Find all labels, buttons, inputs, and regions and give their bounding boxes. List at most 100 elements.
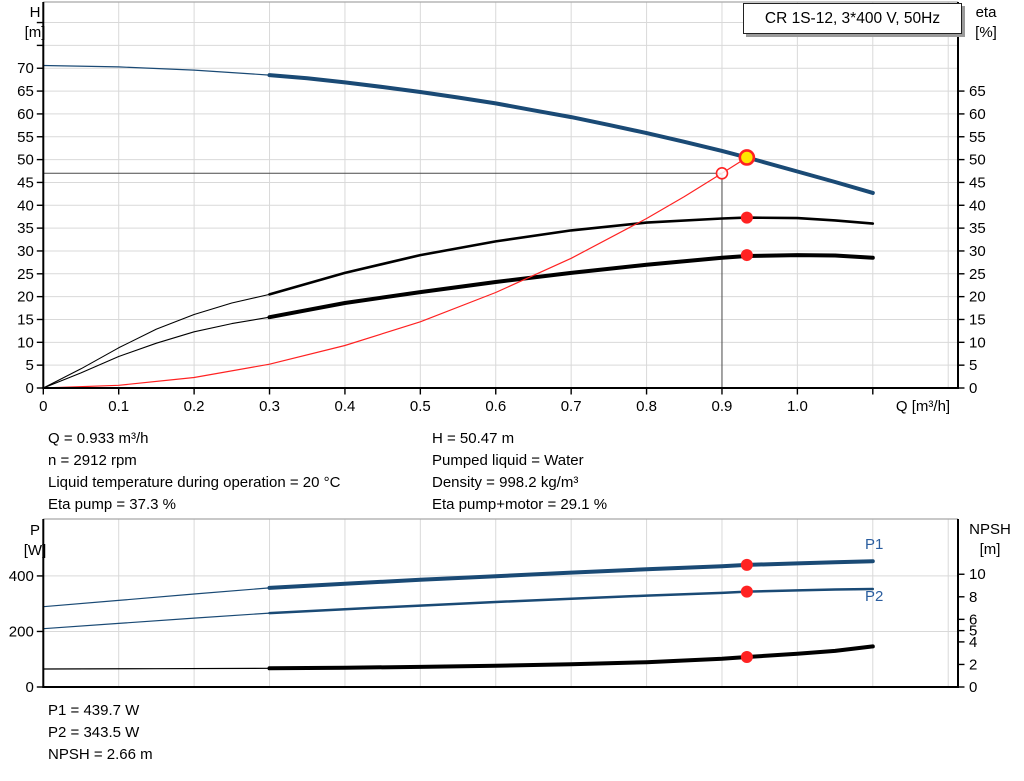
left-tick-label: 5 xyxy=(25,357,33,374)
right-tick-label: 15 xyxy=(969,311,986,328)
npsh-axis-title-line2: [m] xyxy=(979,541,1001,558)
power-npsh-chart: 0 200 400 0 2 456 8 10 xyxy=(9,518,986,696)
right-tick-label: 4 xyxy=(969,634,977,651)
left-tick-label: 45 xyxy=(17,174,34,191)
left-tick-label: 10 xyxy=(17,334,34,351)
right-tick-label: 20 xyxy=(969,289,986,306)
annotation-p2: P2 = 343.5 W xyxy=(48,724,140,741)
right-tick-label: 6 xyxy=(969,611,977,628)
h-axis-title-line1: H xyxy=(29,4,41,21)
right-tick-label: 10 xyxy=(969,334,986,351)
npsh-axis-title: NPSH [m] xyxy=(958,520,1022,560)
x-tick-label: 0.2 xyxy=(184,398,205,415)
curve-eta-pump xyxy=(268,216,875,296)
left-tick-label: 15 xyxy=(17,311,34,328)
pump-title-box: CR 1S-12, 3*400 V, 50Hz xyxy=(743,3,962,34)
annotation-npsh: NPSH = 2.66 m xyxy=(48,746,153,763)
left-tick-label: 200 xyxy=(9,623,34,640)
x-axis-title: Q [m³/h] xyxy=(896,398,950,415)
curve-system-curve xyxy=(42,156,748,389)
left-tick-label: 20 xyxy=(17,289,34,306)
operating-point-dot xyxy=(740,249,753,262)
curve-eta-pump-motor xyxy=(267,253,875,320)
right-tick-label: 2 xyxy=(969,656,977,673)
duty-point-marker xyxy=(738,149,756,166)
annotation-p1: P1 = 439.7 W xyxy=(48,702,140,719)
operating-point-dot xyxy=(740,558,753,571)
p-axis-title-line1: P xyxy=(29,522,40,539)
left-tick-label: 55 xyxy=(17,129,34,146)
p1-series-label: P1 xyxy=(865,536,884,553)
right-tick-label: 55 xyxy=(969,129,986,146)
right-tick-label: 10 xyxy=(969,566,986,583)
operating-point-dot xyxy=(740,651,753,664)
left-tick-label: 0 xyxy=(25,679,33,696)
head-efficiency-chart: 0 5 10 15 20 25 30 35 40 45 50 55 60 65 70 0 5 10 15 20 25 30… xyxy=(17,1,986,415)
p-axis-title-line2: [W] xyxy=(23,542,47,559)
right-tick-label: 65 xyxy=(969,83,986,100)
curve-eta-pump-motor-thin xyxy=(42,316,271,389)
left-tick-label: 25 xyxy=(17,266,34,283)
left-tick-label: 50 xyxy=(17,152,34,169)
x-tick-label: 0.6 xyxy=(485,398,506,415)
right-tick-label: 25 xyxy=(969,266,986,283)
power-annotations: P1 = 439.7 W P2 = 343.5 W NPSH = 2.66 m xyxy=(48,700,153,766)
left-tick-label: 400 xyxy=(9,568,34,585)
x-tick-label: 0.8 xyxy=(636,398,657,415)
left-tick-label: 70 xyxy=(17,60,34,77)
eta-axis-title-line2: [%] xyxy=(975,24,997,41)
eta-axis-title-line1: eta xyxy=(975,4,997,21)
x-tick-label: 0.9 xyxy=(712,398,733,415)
p2-series-label: P2 xyxy=(865,588,884,605)
h-axis-title-line2: [m] xyxy=(24,24,46,41)
h-axis-title: H [m] xyxy=(12,3,58,43)
right-tick-label: 60 xyxy=(969,106,986,123)
curve-npsh xyxy=(267,644,875,671)
p-axis-title: P [W] xyxy=(12,521,58,561)
x-tick-label: 0.7 xyxy=(561,398,582,415)
annotation-speed: n = 2912 rpm xyxy=(48,452,137,469)
right-tick-label: 0 xyxy=(969,679,977,696)
curve-h-thin xyxy=(42,64,271,76)
right-tick-label: 35 xyxy=(969,220,986,237)
curve-p2-thin xyxy=(42,612,271,630)
operating-point-dot xyxy=(740,585,753,598)
curve-h xyxy=(267,73,875,195)
right-tick-label: 5 xyxy=(969,623,977,640)
x-tick-label: 0.1 xyxy=(108,398,129,415)
left-tick-label: 0 xyxy=(25,380,33,397)
left-tick-label: 65 xyxy=(17,83,34,100)
right-tick-label: 30 xyxy=(969,243,986,260)
annotation-pumped-liquid: Pumped liquid = Water xyxy=(432,452,584,469)
annotation-eta-pump: Eta pump = 37.3 % xyxy=(48,496,176,513)
right-tick-label: 0 xyxy=(969,380,977,397)
curve-npsh-thin xyxy=(42,667,271,670)
curve-p2 xyxy=(268,587,875,615)
right-tick-label: 45 xyxy=(969,174,986,191)
right-tick-label: 5 xyxy=(969,357,977,374)
left-tick-label: 35 xyxy=(17,220,34,237)
annotation-eta-pump-motor: Eta pump+motor = 29.1 % xyxy=(432,496,608,513)
curve-eta-pump-thin xyxy=(42,293,271,389)
annotation-liquid-temperature: Liquid temperature during operation = 20… xyxy=(48,474,341,491)
left-tick-label: 60 xyxy=(17,106,34,123)
right-tick-label: 50 xyxy=(969,152,986,169)
duty-point-annotations-left: Q = 0.933 m³/h n = 2912 rpm Liquid tempe… xyxy=(48,428,340,516)
curve-p1-thin xyxy=(42,587,271,608)
x-tick-label: 0.5 xyxy=(410,398,431,415)
annotation-head: H = 50.47 m xyxy=(432,430,515,447)
pump-title: CR 1S-12, 3*400 V, 50Hz xyxy=(764,9,941,27)
annotation-flow: Q = 0.933 m³/h xyxy=(48,430,149,447)
eta-axis-title: eta [%] xyxy=(960,3,1012,43)
left-tick-label: 40 xyxy=(17,197,34,214)
npsh-axis-title-line1: NPSH xyxy=(969,521,1011,538)
right-tick-label: 8 xyxy=(969,589,977,606)
right-tick-label: 40 xyxy=(969,197,986,214)
x-tick-label: 0.4 xyxy=(335,398,356,415)
x-tick-label: 0 xyxy=(39,398,47,415)
operating-point-dot xyxy=(740,211,753,224)
x-tick-label: 1.0 xyxy=(787,398,808,415)
curve-p1 xyxy=(267,559,875,590)
annotation-density: Density = 998.2 kg/m³ xyxy=(432,474,579,491)
